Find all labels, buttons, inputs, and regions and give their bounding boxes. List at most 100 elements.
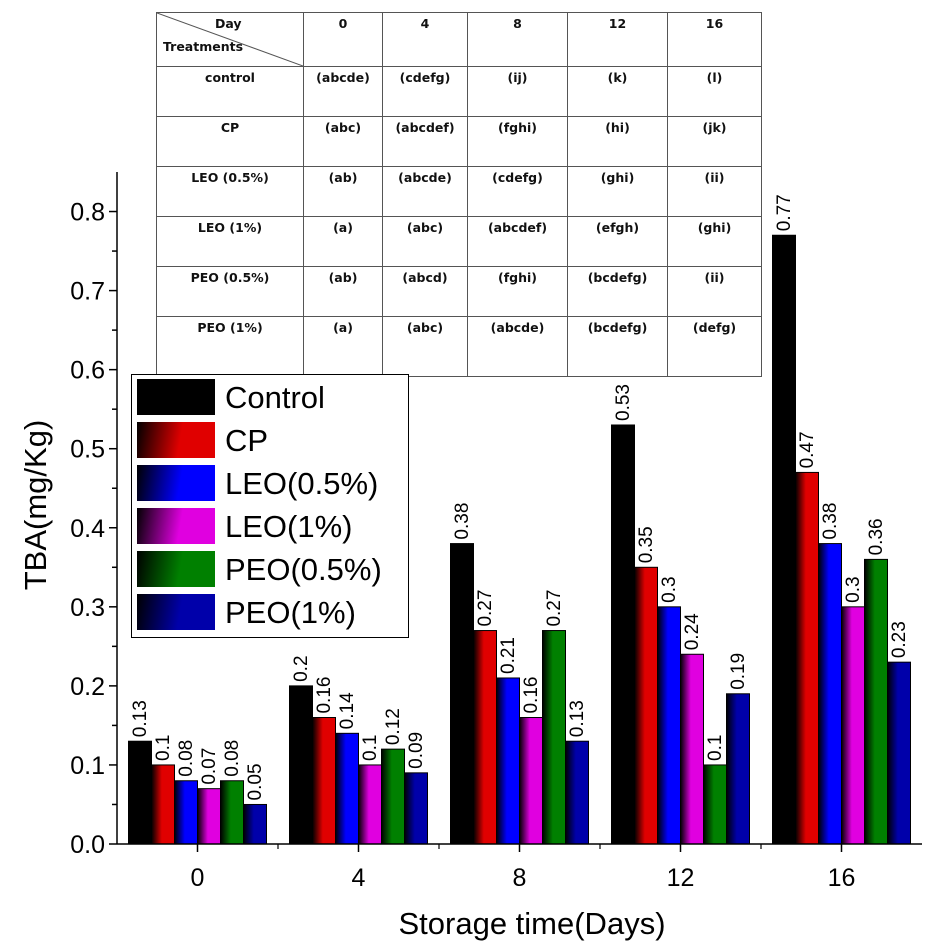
table-cell: (bcdefg) <box>567 266 668 317</box>
table-header-row: Day Treatments 0 4 8 12 16 <box>156 12 762 67</box>
data-label: 0.27 <box>475 590 496 627</box>
table-corner-day: Day <box>215 16 242 31</box>
table-col-header: 0 <box>303 12 383 67</box>
bar <box>243 803 267 845</box>
y-tick-label: 0.4 <box>70 515 105 543</box>
data-label: 0.47 <box>797 431 818 468</box>
x-tick-label: 12 <box>667 864 695 892</box>
legend-label: Control <box>225 380 325 415</box>
legend-label: PEO(1%) <box>225 595 356 630</box>
table-cell: (abc) <box>382 216 468 267</box>
legend-label: PEO(0.5%) <box>225 552 382 587</box>
table-cell: (ghi) <box>667 216 762 267</box>
table-corner-treatments: Treatments <box>163 39 244 54</box>
table-cell: (ii) <box>667 166 762 217</box>
data-label: 0.1 <box>360 735 381 761</box>
data-label: 0.13 <box>567 700 588 737</box>
bar <box>197 788 221 845</box>
data-label: 0.19 <box>728 653 749 690</box>
bar <box>634 566 658 845</box>
y-tick-label: 0.0 <box>70 831 105 859</box>
x-tick-label: 16 <box>828 864 856 892</box>
table-cell: (k) <box>567 66 668 117</box>
table-cell: (abcdef) <box>382 116 468 167</box>
legend-swatch <box>137 508 215 544</box>
data-label: 0.16 <box>314 677 335 714</box>
table-cell: (cdefg) <box>467 166 568 217</box>
y-tick-label: 0.2 <box>70 673 105 701</box>
y-axis-title: TBA(mg/Kg) <box>18 420 53 591</box>
data-label: 0.27 <box>544 590 565 627</box>
data-label: 0.3 <box>659 576 680 602</box>
bar <box>795 471 819 845</box>
y-tick-label: 0.3 <box>70 594 105 622</box>
bar <box>450 543 474 845</box>
bar <box>128 740 152 845</box>
table-cell: (bcdefg) <box>567 316 668 377</box>
table-col-header: 8 <box>467 12 568 67</box>
bar <box>864 558 888 845</box>
table-row-label: CP <box>156 116 304 167</box>
bar <box>703 764 727 845</box>
data-label: 0.13 <box>130 700 151 737</box>
legend-label: CP <box>225 423 269 458</box>
x-tick-label: 4 <box>352 864 366 892</box>
y-tick-label: 0.1 <box>70 752 105 780</box>
y-tick-label: 0.8 <box>70 199 105 227</box>
bar <box>381 748 405 845</box>
y-tick-label: 0.7 <box>70 278 105 306</box>
legend-label: LEO(0.5%) <box>225 466 379 501</box>
table-col-header: 16 <box>667 12 762 67</box>
table-row: LEO (0.5%) (ab) (abcde) (cdefg) (ghi) (ii) <box>156 166 762 217</box>
bar <box>680 653 704 845</box>
table-cell: (fghi) <box>467 266 568 317</box>
x-tick-label: 0 <box>191 864 205 892</box>
x-tick-label: 8 <box>513 864 527 892</box>
data-label: 0.14 <box>337 692 358 729</box>
table-row: PEO (0.5%) (ab) (abcd) (fghi) (bcdefg) (ii) <box>156 266 762 317</box>
table-corner-cell: Day Treatments <box>156 12 304 67</box>
data-label: 0.05 <box>245 763 266 800</box>
bar <box>358 764 382 845</box>
table-cell: (abcd) <box>382 266 468 317</box>
bar <box>404 772 428 845</box>
data-label: 0.23 <box>889 621 910 658</box>
table-cell: (a) <box>303 316 383 377</box>
table-row-label: LEO (0.5%) <box>156 166 304 217</box>
table-cell: (efgh) <box>567 216 668 267</box>
data-label: 0.21 <box>498 637 519 674</box>
significance-table: Day Treatments 0 4 8 12 16 control (abcde… <box>156 12 762 377</box>
data-label: 0.1 <box>705 735 726 761</box>
bar <box>726 693 750 845</box>
bar <box>542 630 566 845</box>
legend-label: LEO(1%) <box>225 509 353 544</box>
bar <box>335 732 359 845</box>
data-label: 0.1 <box>153 735 174 761</box>
bar <box>312 717 336 845</box>
table-cell: (jk) <box>667 116 762 167</box>
data-label: 0.2 <box>291 655 312 681</box>
data-label: 0.3 <box>843 576 864 602</box>
data-label: 0.35 <box>636 526 657 563</box>
data-label: 0.77 <box>774 194 795 231</box>
table-cell: (l) <box>667 66 762 117</box>
table-cell: (ghi) <box>567 166 668 217</box>
bar <box>220 780 244 845</box>
y-tick-label: 0.5 <box>70 436 105 464</box>
table-row: control (abcde) (cdefg) (ij) (k) (l) <box>156 66 762 117</box>
legend-swatch <box>137 551 215 587</box>
table-cell: (ab) <box>303 266 383 317</box>
table-cell: (ij) <box>467 66 568 117</box>
data-label: 0.08 <box>176 740 197 777</box>
table-cell: (abcde) <box>382 166 468 217</box>
data-label: 0.24 <box>682 613 703 650</box>
legend-swatch <box>137 379 215 415</box>
bar <box>772 234 796 845</box>
bar <box>496 677 520 845</box>
legend-swatch <box>137 594 215 630</box>
bar <box>473 630 497 845</box>
chart-legend: Control CP LEO(0.5%) LEO(1%) PEO(0.5%) PEO(1%… <box>131 374 409 638</box>
bar <box>519 717 543 845</box>
bar <box>887 661 911 845</box>
